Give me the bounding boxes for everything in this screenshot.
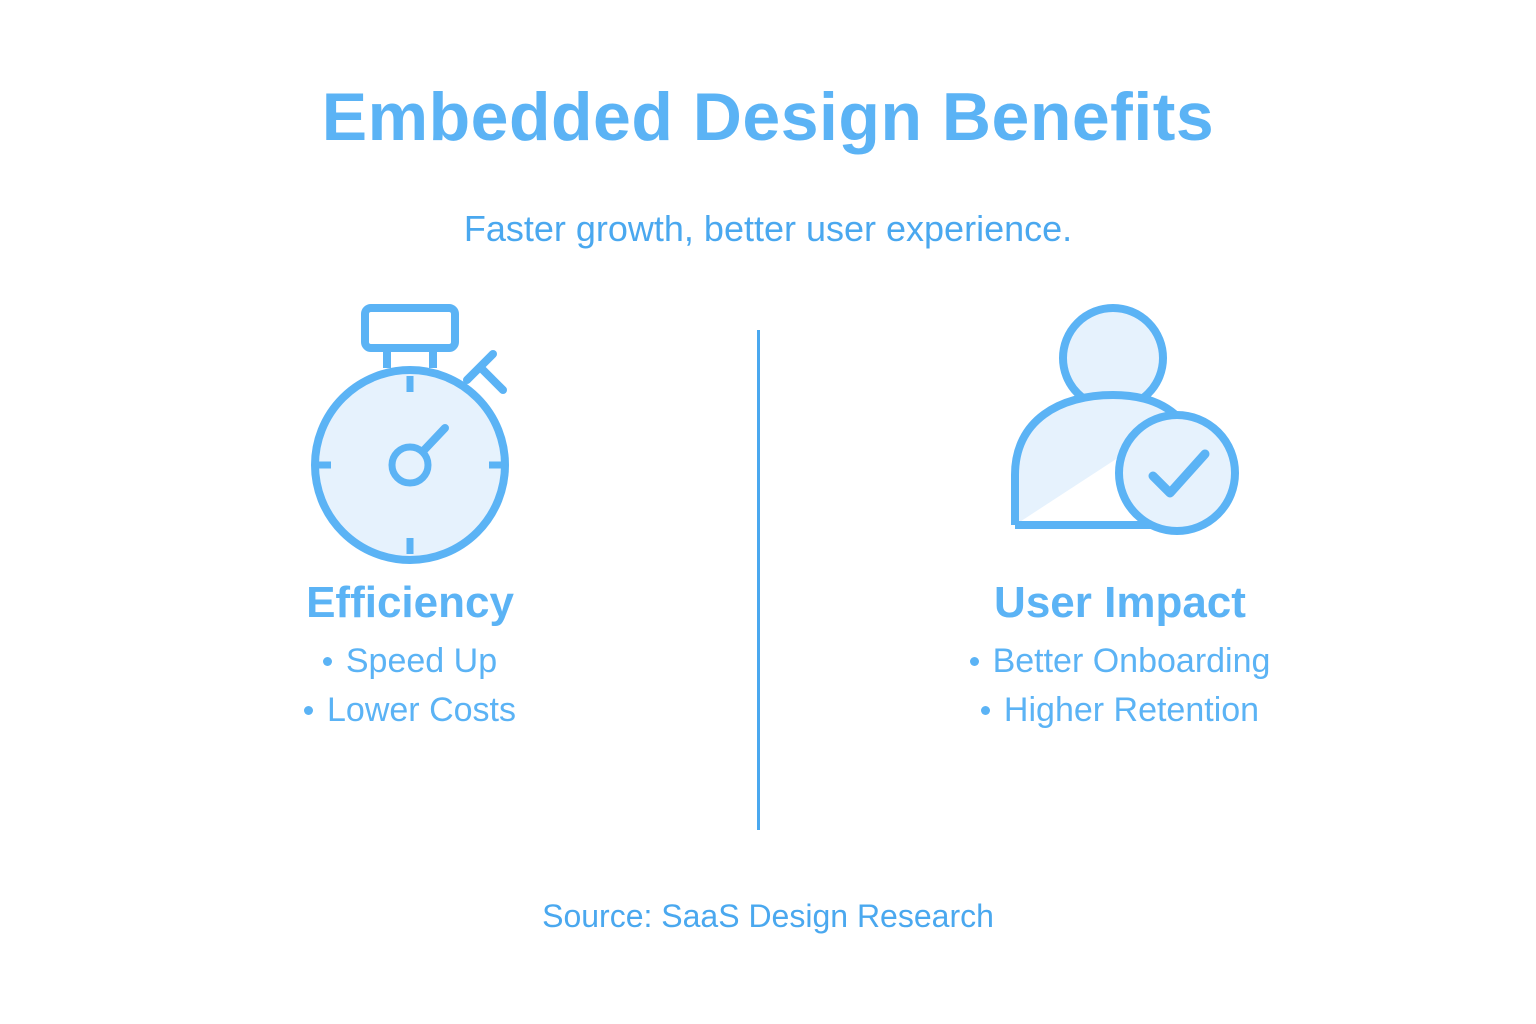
slide-root: Embedded Design Benefits Faster growth, … <box>0 0 1536 1024</box>
efficiency-bullet-item: Speed Up <box>150 642 670 681</box>
column-user-impact: User Impact Better Onboarding Higher Ret… <box>860 300 1380 746</box>
efficiency-bullet-list: Speed Up Lower Costs <box>150 642 670 730</box>
user-impact-bullet-item: Better Onboarding <box>860 642 1380 681</box>
source-label: Source: SaaS Design Research <box>0 898 1536 935</box>
user-impact-bullet-list: Better Onboarding Higher Retention <box>860 642 1380 730</box>
efficiency-bullet-item: Lower Costs <box>150 691 670 730</box>
user-impact-bullet-item: Higher Retention <box>860 691 1380 730</box>
column-divider <box>757 330 760 830</box>
user-check-icon <box>1005 300 1235 560</box>
efficiency-heading: Efficiency <box>150 578 670 628</box>
stopwatch-icon <box>295 300 525 560</box>
page-title: Embedded Design Benefits <box>0 78 1536 156</box>
user-impact-heading: User Impact <box>860 578 1380 628</box>
page-subtitle: Faster growth, better user experience. <box>0 208 1536 250</box>
column-efficiency: Efficiency Speed Up Lower Costs <box>150 300 670 746</box>
